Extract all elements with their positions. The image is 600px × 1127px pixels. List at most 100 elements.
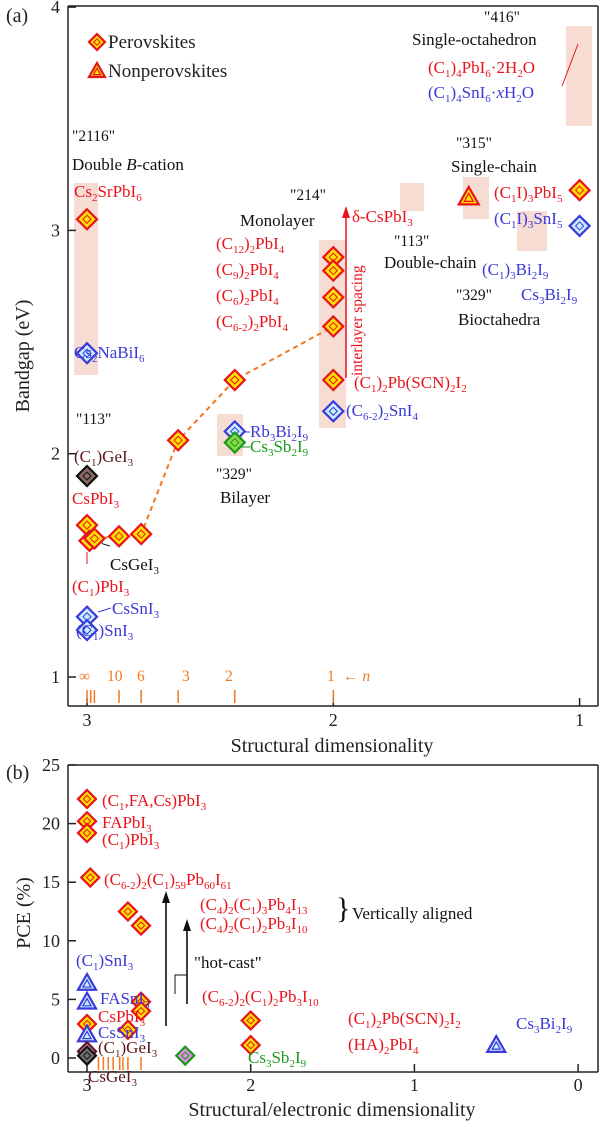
b-annotation-4: (C4​)2​(C1​)3​Pb4​I13​ bbox=[200, 895, 308, 917]
a-annotation-34: Bioctahedra bbox=[458, 310, 541, 329]
b-point-0-inner bbox=[82, 794, 92, 804]
b-point-9 bbox=[76, 1045, 98, 1067]
a-xtick-label: 3 bbox=[83, 710, 92, 730]
b-xtick-label: 2 bbox=[246, 1075, 255, 1095]
a-point-17 bbox=[321, 314, 345, 338]
panel-b-y-ticks: 0 5 10 15 20 25 bbox=[42, 755, 76, 1068]
a-annotation-35: "416" bbox=[484, 9, 520, 26]
b-point-10-inner bbox=[123, 907, 133, 916]
b-annotation-15: Cs3​Sb2​I9​ bbox=[248, 1048, 307, 1070]
a-annotation-32: "329" bbox=[456, 287, 492, 304]
b-annotation-7: "hot-cast" bbox=[194, 953, 262, 972]
a-annotation-10: (C1​)SnI3​ bbox=[76, 621, 134, 643]
a-point-5 bbox=[82, 526, 106, 551]
b-ytick-label: 5 bbox=[51, 989, 60, 1009]
a-point-15-inner bbox=[328, 265, 339, 276]
b-annotation-9: FASnI3​ bbox=[100, 989, 150, 1011]
b-annotation-10: CsPbI3​ bbox=[98, 1007, 146, 1029]
b-annotation-3: (C6-2​)2​(C1​)59​Pb60​I61​ bbox=[104, 870, 232, 892]
b-annotation-5: (C4​)2​(C1​)2​Pb3​I10​ bbox=[200, 914, 308, 936]
a-annotation-6: CsPbI3​ bbox=[72, 489, 120, 511]
a-annotation-24: δ-CsPbI3​ bbox=[352, 207, 413, 229]
a-annotation-28: Single-chain bbox=[451, 157, 537, 176]
b-annotation-1: FAPbI3​ bbox=[102, 813, 152, 835]
panel-a-xlabel: Structural dimensionality bbox=[231, 735, 434, 757]
a-point-19-inner bbox=[328, 406, 339, 416]
a-point-3-inner bbox=[82, 520, 92, 530]
a-annotation-7: CsGeI3​ bbox=[110, 555, 159, 577]
b-point-3 bbox=[79, 866, 101, 889]
a-annotation-8: (C1​)PbI3​ bbox=[72, 577, 130, 599]
b-point-0 bbox=[76, 788, 98, 810]
a-point-16 bbox=[321, 285, 345, 309]
b-annotation-12: (C1​)GeI3​ bbox=[98, 1038, 158, 1060]
b-point-5 bbox=[76, 990, 98, 1010]
b-point-2 bbox=[76, 822, 98, 844]
a-annotation-33: Cs3​Bi2​I9​ bbox=[521, 285, 578, 307]
a-annotation-21: Cs3​Sb2​I9​ bbox=[250, 437, 309, 459]
a-annotation-38: (C1​)4​SnI6​·xH2​O bbox=[428, 83, 534, 105]
a-ytick-label: 1 bbox=[51, 667, 60, 687]
b-point-3-inner bbox=[85, 873, 95, 882]
b-annotation-17: (HA)2​PbI4​ bbox=[348, 1035, 419, 1057]
band-329-bioct bbox=[517, 211, 547, 251]
panel-b-points bbox=[76, 788, 508, 1067]
n-axis-ticks bbox=[86, 690, 335, 703]
a-annotation-3: Cs2​NaBiI6​ bbox=[74, 343, 145, 365]
a-point-12-inner bbox=[230, 437, 240, 448]
a-point-16-inner bbox=[328, 292, 339, 303]
vertically-aligned-brace: } bbox=[336, 892, 350, 925]
a-annotation-27: "315" bbox=[456, 135, 492, 152]
panel-a-annotations: "2116" Double B-cation Cs2​SrPbI6​ Cs2​NaBi… bbox=[72, 9, 578, 643]
n-label-6: 6 bbox=[137, 668, 145, 685]
b-point-5-inner bbox=[81, 997, 93, 1007]
b-point-2-inner bbox=[82, 828, 92, 838]
b-point-7-inner bbox=[81, 1030, 93, 1040]
band-416 bbox=[566, 26, 592, 126]
n-label-3: 3 bbox=[182, 668, 190, 685]
panel-b-x-ticks: 3 2 1 0 bbox=[83, 1064, 583, 1095]
panel-b-annotations: (C1​,FA,Cs)PbI3​FAPbI3​(C1​)PbI3​ (C6-2​)… bbox=[76, 791, 573, 1089]
a-point-22 bbox=[568, 214, 592, 238]
a-annotation-11: "214" bbox=[290, 187, 326, 204]
b-annotation-16: (C1​)2​Pb(SCN)2​I2​ bbox=[348, 1009, 461, 1031]
panel-a-ylabel: Bandgap (eV) bbox=[12, 300, 34, 413]
n-label-2: 2 bbox=[225, 668, 233, 685]
b-point-12-inner bbox=[123, 1025, 133, 1035]
n-label-1: 1 bbox=[327, 668, 335, 685]
legend-triangle-icon bbox=[87, 60, 107, 79]
panel-b-minor-ticks bbox=[97, 1057, 142, 1070]
a-point-5-inner bbox=[89, 533, 100, 544]
a-annotation-23: Bilayer bbox=[220, 488, 270, 507]
n-label-arrow: ← n bbox=[343, 668, 370, 685]
a-annotation-4: "113" bbox=[76, 411, 111, 428]
a-point-6 bbox=[107, 524, 131, 548]
panel-b-frame bbox=[67, 764, 599, 1073]
b-point-11 bbox=[130, 915, 152, 937]
svg-text:interlayer spacing: interlayer spacing bbox=[349, 265, 366, 376]
legend-diamond-icon bbox=[87, 32, 107, 52]
legend-perovskites: Perovskites bbox=[108, 32, 196, 53]
a-annotation-14: (C9​)2​PbI4​ bbox=[216, 260, 279, 282]
a-point-12 bbox=[223, 430, 247, 455]
panel-a-points bbox=[75, 178, 592, 642]
a-annotation-5: (C1​)GeI3​ bbox=[74, 447, 134, 469]
legend-diamond-icon-inner bbox=[93, 38, 101, 46]
b-ytick-label: 25 bbox=[42, 755, 60, 775]
a-annotation-16: (C6-2​)2​PbI4​ bbox=[216, 312, 288, 334]
a-point-1 bbox=[75, 341, 99, 365]
b-point-17 bbox=[240, 1034, 262, 1056]
a-point-2 bbox=[75, 464, 99, 488]
a-point-21 bbox=[568, 178, 592, 202]
a-point-22-inner bbox=[574, 221, 585, 231]
legend-nonperovskites: Nonperovskites bbox=[108, 61, 227, 82]
a-annotation-19: (C6-2​)2​SnI4​ bbox=[346, 401, 418, 423]
b-ytick-label: 10 bbox=[42, 931, 60, 951]
a-point-13-inner bbox=[230, 375, 240, 385]
a-annotation-22: "329" bbox=[216, 466, 252, 483]
a-point-18-inner bbox=[328, 375, 339, 385]
a-point-10 bbox=[166, 428, 190, 452]
a-point-15 bbox=[321, 259, 345, 283]
